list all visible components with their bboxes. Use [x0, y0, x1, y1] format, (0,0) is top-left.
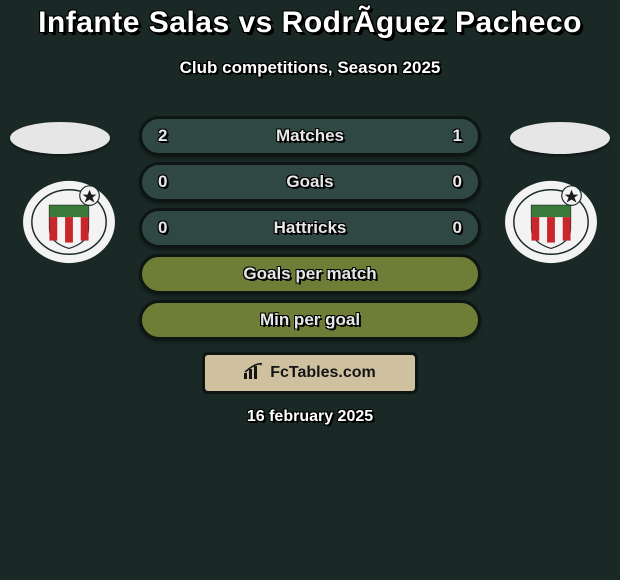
- club-crest-left: [20, 178, 118, 266]
- stat-row-goals: 0 Goals 0: [139, 162, 481, 202]
- club-crest-right: [502, 178, 600, 266]
- date-text: 16 february 2025: [0, 408, 620, 426]
- stat-label: Matches: [167, 126, 452, 146]
- stat-right-value: 1: [453, 126, 462, 146]
- subtitle: Club competitions, Season 2025: [0, 58, 620, 78]
- stat-row-min-per-goal: Min per goal: [139, 300, 481, 340]
- stat-label: Min per goal: [158, 310, 462, 330]
- stat-left-value: 2: [158, 126, 167, 146]
- player-placeholder-right: [510, 122, 610, 154]
- page-title: Infante Salas vs RodrÃ­guez Pacheco: [0, 0, 620, 40]
- stat-row-goals-per-match: Goals per match: [139, 254, 481, 294]
- stats-table: 2 Matches 1 0 Goals 0 0 Hattricks 0 Goal…: [139, 116, 481, 346]
- stat-right-value: 0: [453, 218, 462, 238]
- stat-label: Goals: [167, 172, 452, 192]
- chart-icon: [244, 363, 264, 384]
- stat-left-value: 0: [158, 218, 167, 238]
- brand-label: FcTables.com: [270, 364, 376, 382]
- stat-row-hattricks: 0 Hattricks 0: [139, 208, 481, 248]
- stat-left-value: 0: [158, 172, 167, 192]
- stat-label: Goals per match: [158, 264, 462, 284]
- stat-row-matches: 2 Matches 1: [139, 116, 481, 156]
- player-placeholder-left: [10, 122, 110, 154]
- stat-right-value: 0: [453, 172, 462, 192]
- brand-badge[interactable]: FcTables.com: [202, 352, 418, 394]
- stat-label: Hattricks: [167, 218, 452, 238]
